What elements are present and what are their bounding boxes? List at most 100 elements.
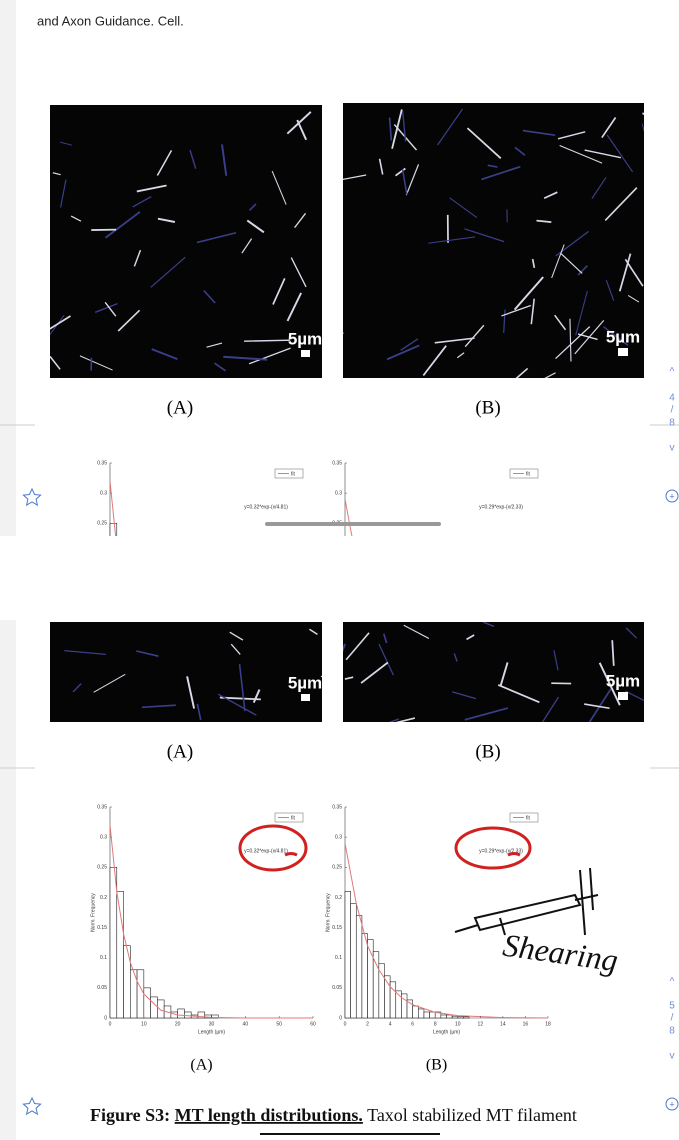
y-tick-label: 0.3 — [100, 490, 107, 496]
scale-bar-label: 5µm — [288, 673, 322, 692]
chart-label: (B) — [426, 1057, 447, 1074]
x-tick-label: 2 — [366, 1021, 369, 1027]
x-tick-label: 14 — [500, 1021, 506, 1027]
scale-bar-label: 5µm — [606, 327, 640, 346]
y-tick-label: 0.05 — [97, 985, 107, 991]
scale-bar — [618, 348, 628, 356]
bar — [373, 952, 379, 1018]
page-separator: / — [671, 1013, 674, 1024]
y-tick-label: 0.05 — [332, 985, 342, 991]
x-tick-label: 18 — [545, 1021, 551, 1027]
chart-label: (A) — [190, 1057, 212, 1074]
bar — [144, 988, 151, 1018]
x-tick-label: 8 — [434, 1021, 437, 1027]
y-tick-label: 0 — [339, 1015, 342, 1021]
caption-title: MT length distributions. — [175, 1105, 363, 1125]
filament — [321, 676, 346, 687]
zoom-icon: + — [669, 1099, 674, 1109]
bar — [413, 1006, 419, 1018]
x-tick-label: 6 — [411, 1021, 414, 1027]
panel-label: (B) — [475, 741, 500, 762]
x-tick-label: 30 — [209, 1021, 215, 1027]
x-tick-label: 4 — [389, 1021, 392, 1027]
y-tick-label: 0.25 — [97, 521, 107, 527]
page-current: 5 — [669, 1001, 675, 1012]
bar — [110, 867, 117, 1018]
page-total: 8 — [669, 418, 675, 429]
caption-text: Taxol stabilized MT filament — [367, 1105, 577, 1125]
bar — [418, 1009, 424, 1018]
caption: Figure S3: MT length distributions. Taxo… — [90, 1105, 577, 1125]
bookmark-button[interactable] — [23, 1098, 40, 1114]
y-tick-label: 0.15 — [332, 925, 342, 931]
bar — [424, 1012, 430, 1018]
ink-mark — [285, 854, 297, 856]
scale-bar — [301, 350, 310, 357]
legend-label: fit — [291, 471, 296, 477]
y-tick-label: 0.3 — [100, 834, 107, 840]
legend-label: fit — [291, 815, 296, 821]
bar — [184, 1012, 191, 1018]
ink-annotation: Shearing — [501, 927, 620, 979]
screen: and Axon Guidance. Cell. 5µm 5µm (A) (B)… — [0, 0, 679, 1140]
legend-label: fit — [526, 815, 531, 821]
y-tick-label: 0.1 — [335, 955, 342, 961]
left-edge — [0, 0, 16, 536]
y-tick-label: 0.35 — [332, 460, 342, 466]
next-page[interactable]: v — [670, 443, 675, 454]
y-tick-label: 0.25 — [332, 865, 342, 871]
x-tick-label: 20 — [175, 1021, 181, 1027]
caption-label: Figure S3: — [90, 1105, 170, 1125]
gap — [0, 536, 679, 620]
y-tick-label: 0.3 — [335, 834, 342, 840]
x-tick-label: 0 — [109, 1021, 112, 1027]
bar — [362, 934, 368, 1018]
x-tick-label: 60 — [310, 1021, 316, 1027]
y-axis-title: Norm. Frequency — [325, 893, 331, 932]
bar — [151, 997, 158, 1018]
x-tick-label: 16 — [523, 1021, 529, 1027]
scrollbar[interactable] — [265, 522, 441, 526]
y-tick-label: 0.2 — [100, 895, 107, 901]
syringe-drawing — [455, 868, 598, 935]
y-tick-label: 0.1 — [100, 955, 107, 961]
x-axis-title: Length (µm) — [198, 1029, 225, 1035]
scale-bar-label: 5µm — [288, 329, 322, 348]
bar — [441, 1015, 447, 1018]
x-tick-label: 50 — [276, 1021, 282, 1027]
equation: y=0.32*exp-(x/4.81) — [244, 504, 288, 510]
y-tick-label: 0.35 — [97, 804, 107, 810]
bar — [463, 1017, 469, 1018]
equation: y=0.32*exp-(x/4.81) — [244, 848, 288, 854]
bar — [458, 1017, 464, 1018]
header-text: and Axon Guidance. Cell. — [37, 13, 184, 28]
next-page[interactable]: v — [670, 1051, 675, 1062]
y-tick-label: 0.15 — [97, 925, 107, 931]
x-axis-title: Length (µm) — [433, 1029, 460, 1035]
panel-label: (A) — [167, 397, 193, 418]
y-tick-label: 0.2 — [335, 895, 342, 901]
legend-label: fit — [526, 471, 531, 477]
x-tick-label: 40 — [243, 1021, 249, 1027]
micrograph — [50, 622, 322, 722]
y-tick-label: 0 — [104, 1015, 107, 1021]
scale-bar-label: 5µm — [606, 671, 640, 690]
bar — [345, 891, 351, 1018]
y-tick-label: 0 — [339, 671, 342, 677]
prev-page[interactable]: ^ — [670, 977, 675, 988]
bar — [137, 970, 144, 1018]
page-total: 8 — [669, 1026, 675, 1037]
micrograph — [50, 105, 322, 378]
ink-mark — [508, 854, 520, 856]
x-tick-label: 10 — [141, 1021, 147, 1027]
y-tick-label: 0.35 — [97, 460, 107, 466]
bar — [430, 1012, 436, 1018]
y-axis-title: Norm. Frequency — [90, 893, 96, 932]
bar — [452, 1016, 458, 1018]
bar — [178, 1009, 185, 1018]
left-edge — [0, 620, 16, 1140]
y-tick-label: 0.35 — [332, 804, 342, 810]
x-tick-label: 10 — [455, 1021, 461, 1027]
panel-label: (B) — [475, 397, 500, 418]
prev-page[interactable]: ^ — [670, 367, 675, 378]
